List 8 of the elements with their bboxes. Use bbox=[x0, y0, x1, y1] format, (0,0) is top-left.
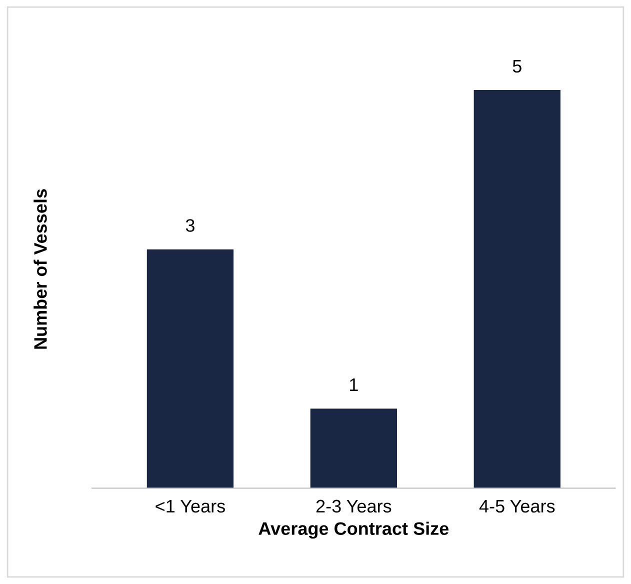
y-axis-title: Number of Vessels bbox=[34, 189, 47, 349]
data-label: 3 bbox=[186, 219, 194, 232]
x-tick-label: <1 Years bbox=[156, 500, 225, 513]
x-tick-label: 2-3 Years bbox=[316, 500, 392, 513]
data-label: 1 bbox=[350, 378, 358, 391]
x-axis-title: Average Contract Size bbox=[258, 522, 449, 539]
data-label: 5 bbox=[512, 60, 522, 73]
x-tick-label: 4-5 Years bbox=[479, 500, 555, 513]
